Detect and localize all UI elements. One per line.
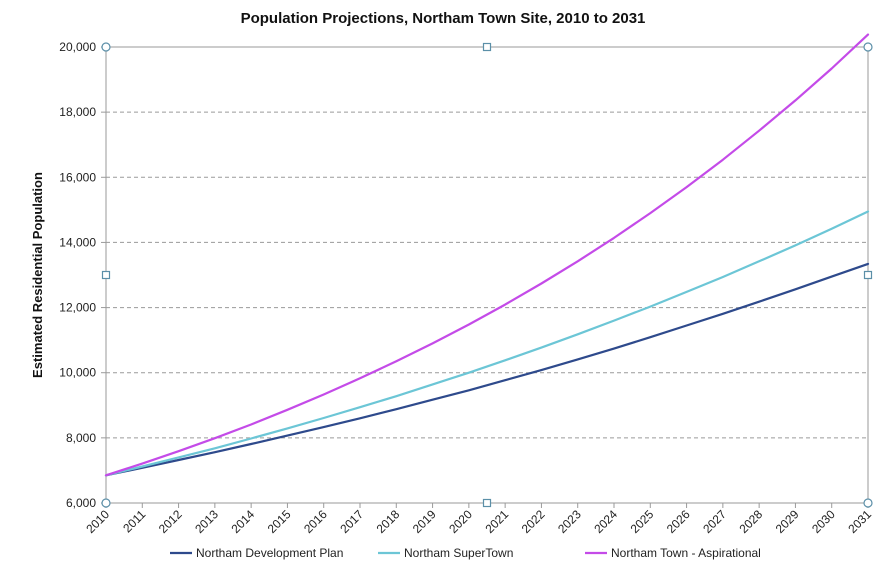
series-lines bbox=[104, 33, 870, 477]
x-tick-label: 2026 bbox=[664, 507, 693, 536]
y-tick-label: 6,000 bbox=[66, 496, 96, 510]
y-tick-label: 20,000 bbox=[59, 40, 96, 54]
resize-handle[interactable] bbox=[482, 42, 492, 52]
series-line-3 bbox=[104, 33, 870, 477]
x-tick-label: 2017 bbox=[337, 507, 366, 536]
grid-lines bbox=[106, 111, 868, 439]
x-tick-label: 2014 bbox=[228, 507, 257, 536]
x-tick-label: 2012 bbox=[156, 507, 185, 536]
y-tick-label: 18,000 bbox=[59, 105, 96, 119]
x-tick-label: 2023 bbox=[555, 507, 584, 536]
y-axis-ticks: 6,000 8,000 10,000 12,000 14,000 16,000 18,000… bbox=[59, 40, 106, 510]
x-tick-label: 2025 bbox=[628, 507, 657, 536]
resize-handle[interactable] bbox=[863, 498, 873, 508]
selection-handles[interactable] bbox=[101, 42, 873, 508]
x-tick-label: 2029 bbox=[773, 507, 802, 536]
x-tick-label: 2011 bbox=[120, 507, 148, 535]
legend-label: Northam Development Plan bbox=[196, 546, 343, 560]
y-tick-label: 14,000 bbox=[59, 235, 96, 249]
x-tick-label: 2031 bbox=[845, 507, 874, 536]
y-tick-label: 16,000 bbox=[59, 170, 96, 184]
x-tick-label: 2018 bbox=[374, 507, 403, 536]
resize-handle[interactable] bbox=[101, 498, 111, 508]
legend-label: Northam Town - Aspirational bbox=[611, 546, 761, 560]
x-tick-label: 2020 bbox=[446, 507, 475, 536]
x-tick-label: 2021 bbox=[482, 507, 511, 536]
x-tick-label: 2028 bbox=[736, 507, 765, 536]
y-tick-label: 12,000 bbox=[59, 301, 96, 315]
series-line-1 bbox=[104, 262, 870, 477]
x-tick-label: 2015 bbox=[265, 507, 294, 536]
resize-handle[interactable] bbox=[101, 270, 111, 280]
plot-area bbox=[105, 46, 869, 504]
x-tick-label: 2022 bbox=[519, 507, 548, 536]
x-tick-label: 2010 bbox=[83, 507, 112, 536]
resize-handle[interactable] bbox=[863, 270, 873, 280]
x-tick-label: 2024 bbox=[591, 507, 620, 536]
legend: Northam Development Plan Northam SuperTow… bbox=[170, 546, 761, 560]
series-line-2 bbox=[104, 210, 870, 477]
resize-handle[interactable] bbox=[101, 42, 111, 52]
x-tick-label: 2030 bbox=[809, 507, 838, 536]
legend-label: Northam SuperTown bbox=[404, 546, 513, 560]
resize-handle[interactable] bbox=[482, 498, 492, 508]
x-tick-label: 2016 bbox=[301, 507, 330, 536]
chart-title: Population Projections, Northam Town Sit… bbox=[240, 10, 646, 27]
resize-handle[interactable] bbox=[863, 42, 873, 52]
y-axis-title: Estimated Residential Population bbox=[30, 172, 45, 378]
y-tick-label: 10,000 bbox=[59, 366, 96, 380]
x-axis-ticks: 2010 2011 2012 2013 2014 2015 2016 2017 2018 2019… bbox=[83, 503, 874, 536]
x-tick-label: 2019 bbox=[410, 507, 439, 536]
y-tick-label: 8,000 bbox=[66, 431, 96, 445]
x-tick-label: 2013 bbox=[192, 507, 221, 536]
x-tick-label: 2027 bbox=[700, 507, 729, 536]
